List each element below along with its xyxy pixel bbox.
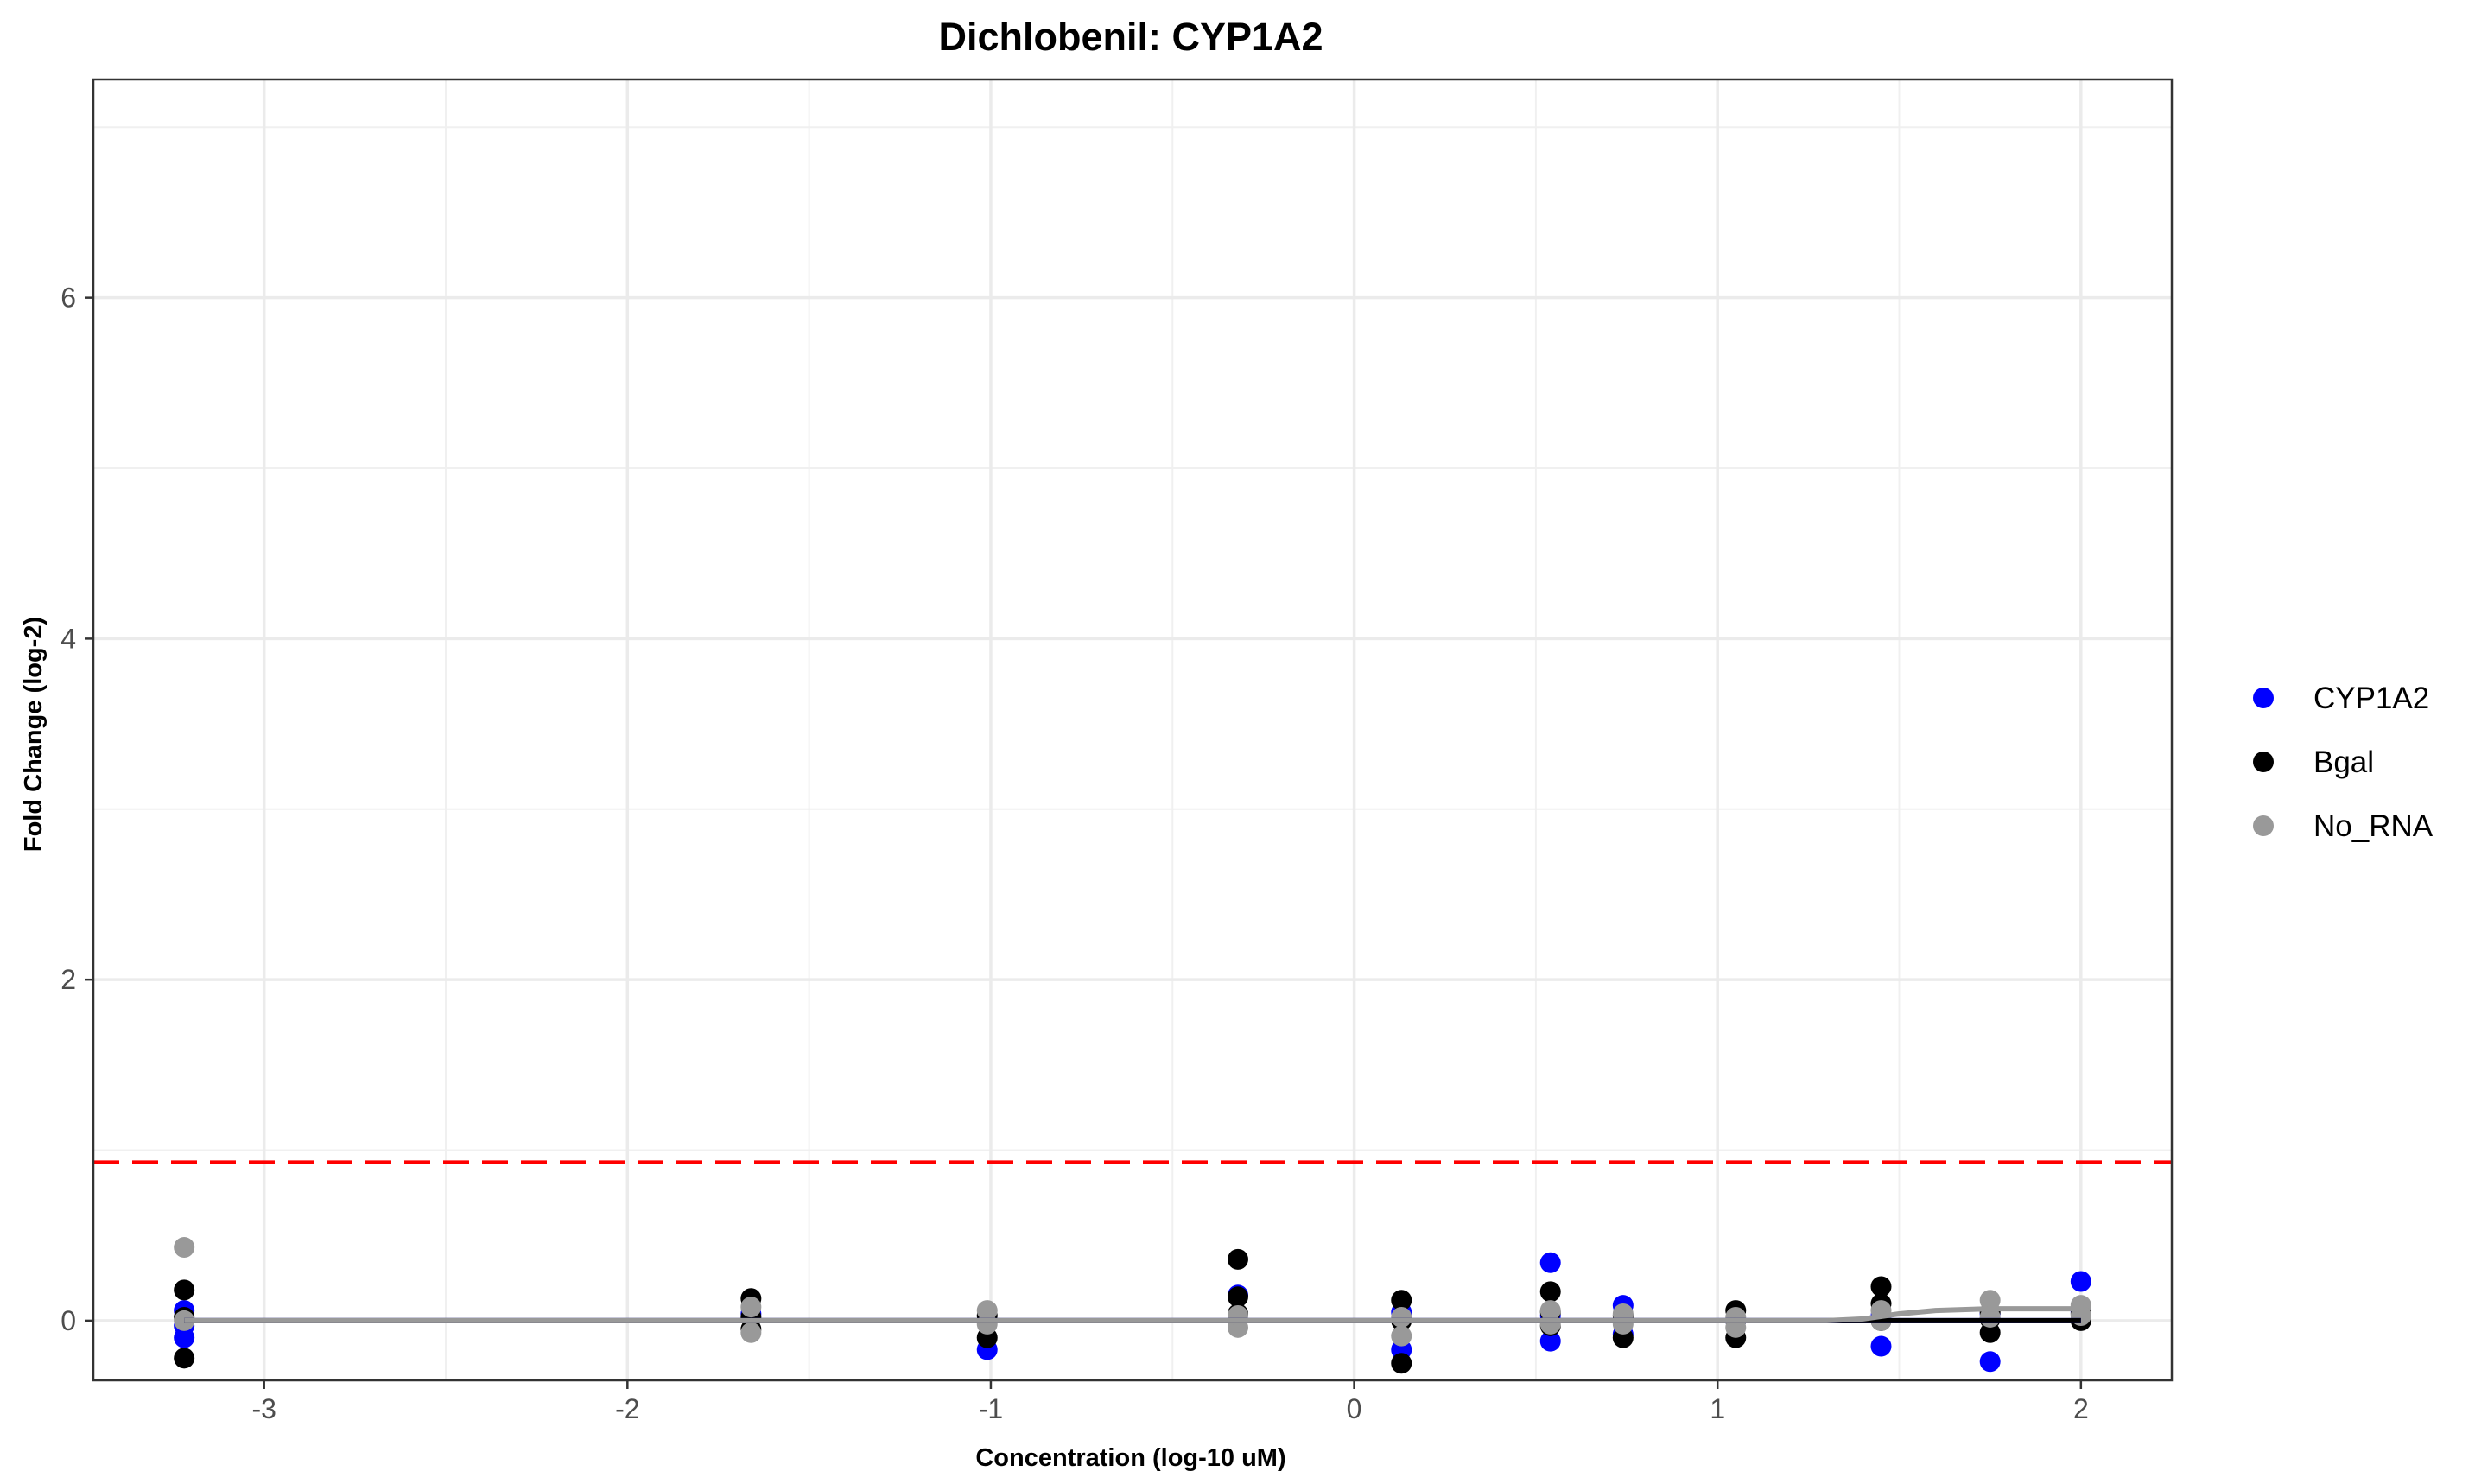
legend: CYP1A2 Bgal No_RNA [2253,682,2434,843]
x-tick-label: -1 [979,1393,1003,1424]
y-tick-label: 2 [60,964,76,995]
y-tick-label: 6 [60,282,76,314]
point-bgal [1227,1248,1248,1270]
plot-panel [93,79,2172,1380]
point-cyp1a2 [2070,1271,2091,1292]
point-bgal [1391,1290,1412,1311]
y-axis-title: Fold Change (log-2) [20,617,48,852]
point-no-rna [740,1297,762,1318]
plot-border [92,78,2174,1382]
legend-label-no-rna: No_RNA [2313,809,2434,843]
fit-line-no-rna [184,1306,2081,1323]
x-tick-label: 2 [2073,1393,2089,1424]
point-no-rna [1391,1306,1412,1328]
plot-area: -3 -2 -1 0 1 2 0 2 4 6 [60,78,2174,1424]
point-no-rna [174,1237,195,1259]
x-tick-label: -3 [251,1393,276,1424]
point-no-rna [976,1313,998,1335]
x-tick-label: 0 [1347,1393,1362,1424]
legend-key-no-rna [2253,815,2274,836]
point-no-rna [1539,1313,1561,1335]
point-cyp1a2 [1539,1330,1561,1352]
point-no-rna [1391,1325,1412,1347]
x-tick-label: 1 [1710,1393,1725,1424]
point-bgal [1391,1353,1412,1374]
point-bgal [1539,1281,1561,1303]
point-no-rna [1612,1313,1634,1335]
point-bgal [1870,1276,1892,1297]
point-bgal [1227,1286,1248,1308]
point-no-rna [1979,1290,2001,1311]
y-tick-label: 0 [60,1305,76,1336]
point-no-rna [174,1310,195,1331]
legend-key-cyp1a2 [2253,688,2274,708]
legend-key-bgal [2253,752,2274,772]
point-cyp1a2 [1539,1252,1561,1273]
legend-label-bgal: Bgal [2313,745,2374,779]
x-tick-label: -2 [615,1393,639,1424]
x-axis-title: Concentration (log-10 uM) [975,1444,1285,1472]
point-bgal [174,1279,195,1301]
point-bgal [174,1348,195,1369]
chart-title: Dichlobenil: CYP1A2 [938,15,1323,59]
point-no-rna [740,1322,762,1343]
y-tick-label: 4 [60,623,76,654]
legend-label-cyp1a2: CYP1A2 [2313,682,2429,715]
point-cyp1a2 [1870,1335,1892,1357]
point-cyp1a2 [1979,1351,2001,1373]
